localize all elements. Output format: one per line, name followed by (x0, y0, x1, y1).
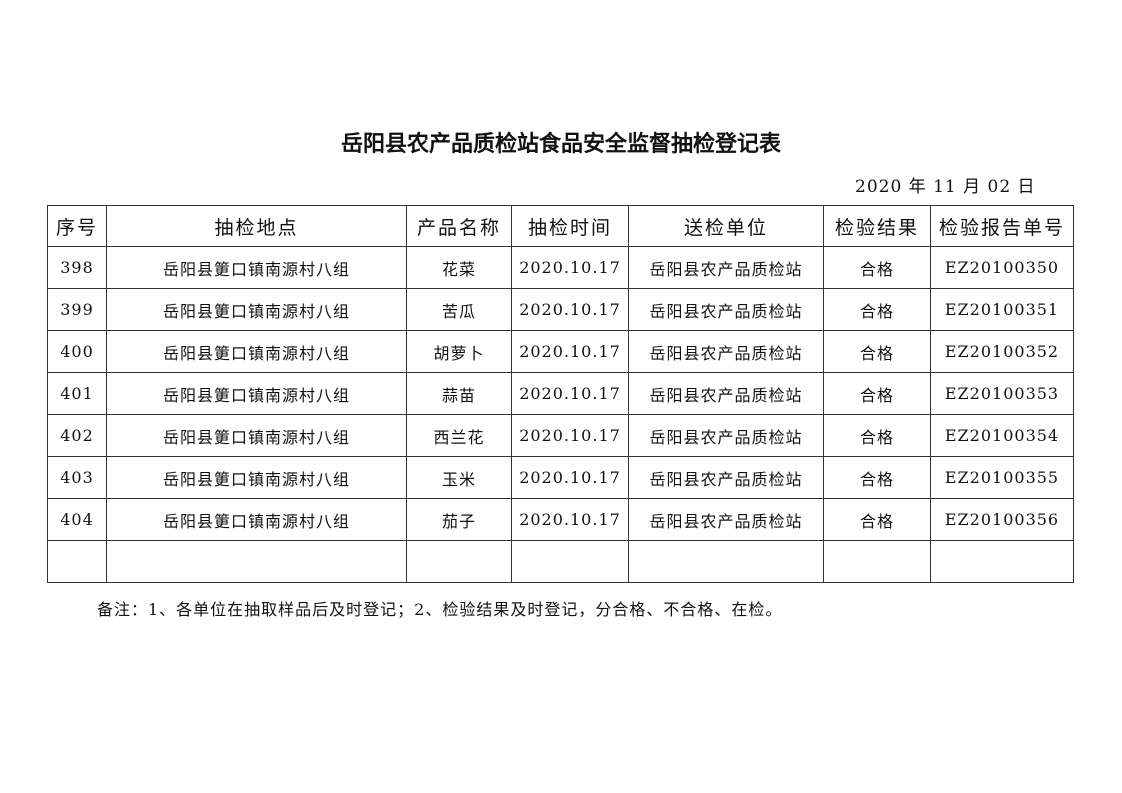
table-row: 401 岳阳县筻口镇南源村八组 蒜苗 2020.10.17 岳阳县农产品质检站 合格 EZ2… (47, 372, 1074, 415)
cell-sampling-date: 2020.10.17 (511, 498, 629, 541)
cell-serial-number: 401 (47, 372, 107, 415)
cell-sampling-location: 岳阳县筻口镇南源村八组 (106, 288, 407, 331)
cell-submitting-unit: 岳阳县农产品质检站 (628, 330, 824, 373)
cell-report-number: EZ20100350 (930, 246, 1074, 289)
cell-product-name: 西兰花 (406, 414, 512, 457)
table-row: 398 岳阳县筻口镇南源村八组 花菜 2020.10.17 岳阳县农产品质检站 合格 EZ2… (47, 246, 1074, 289)
cell-product-name: 玉米 (406, 456, 512, 499)
cell-sampling-location: 岳阳县筻口镇南源村八组 (106, 372, 407, 415)
cell-sampling-date: 2020.10.17 (511, 288, 629, 331)
header-sampling-location: 抽检地点 (106, 205, 407, 247)
cell-serial-number (47, 540, 107, 583)
table-row (47, 540, 1074, 583)
cell-submitting-unit: 岳阳县农产品质检站 (628, 414, 824, 457)
cell-sampling-date: 2020.10.17 (511, 372, 629, 415)
cell-inspection-result (823, 540, 931, 583)
cell-report-number: EZ20100355 (930, 456, 1074, 499)
cell-serial-number: 403 (47, 456, 107, 499)
header-serial-number: 序号 (47, 205, 107, 247)
cell-submitting-unit: 岳阳县农产品质检站 (628, 288, 824, 331)
header-submitting-unit: 送检单位 (628, 205, 824, 247)
table-row: 404 岳阳县筻口镇南源村八组 茄子 2020.10.17 岳阳县农产品质检站 合格 EZ2… (47, 498, 1074, 541)
cell-inspection-result: 合格 (823, 456, 931, 499)
cell-product-name: 花菜 (406, 246, 512, 289)
cell-product-name: 蒜苗 (406, 372, 512, 415)
cell-inspection-result: 合格 (823, 414, 931, 457)
cell-serial-number: 398 (47, 246, 107, 289)
cell-inspection-result: 合格 (823, 288, 931, 331)
cell-report-number: EZ20100351 (930, 288, 1074, 331)
cell-inspection-result: 合格 (823, 246, 931, 289)
cell-submitting-unit (628, 540, 824, 583)
page-title: 岳阳县农产品质检站食品安全监督抽检登记表 (340, 131, 781, 157)
cell-sampling-location (106, 540, 407, 583)
document-date: 2020 年 11 月 02 日 (855, 177, 1036, 197)
table-row: 402 岳阳县筻口镇南源村八组 西兰花 2020.10.17 岳阳县农产品质检站 合格 EZ… (47, 414, 1074, 457)
cell-serial-number: 402 (47, 414, 107, 457)
cell-submitting-unit: 岳阳县农产品质检站 (628, 456, 824, 499)
cell-inspection-result: 合格 (823, 372, 931, 415)
header-inspection-result: 检验结果 (823, 205, 931, 247)
cell-inspection-result: 合格 (823, 498, 931, 541)
header-sampling-date: 抽检时间 (511, 205, 629, 247)
cell-sampling-date: 2020.10.17 (511, 414, 629, 457)
table-row: 403 岳阳县筻口镇南源村八组 玉米 2020.10.17 岳阳县农产品质检站 合格 EZ2… (47, 456, 1074, 499)
cell-sampling-location: 岳阳县筻口镇南源村八组 (106, 414, 407, 457)
cell-sampling-location: 岳阳县筻口镇南源村八组 (106, 330, 407, 373)
cell-sampling-date: 2020.10.17 (511, 330, 629, 373)
table-row: 399 岳阳县筻口镇南源村八组 苦瓜 2020.10.17 岳阳县农产品质检站 合格 EZ2… (47, 288, 1074, 331)
cell-serial-number: 404 (47, 498, 107, 541)
cell-submitting-unit: 岳阳县农产品质检站 (628, 372, 824, 415)
header-report-number: 检验报告单号 (930, 205, 1074, 247)
table-header-row: 序号 抽检地点 产品名称 抽检时间 送检单位 检验结果 检验报告单号 (47, 205, 1074, 247)
cell-product-name (406, 540, 512, 583)
inspection-register-table: 序号 抽检地点 产品名称 抽检时间 送检单位 检验结果 检验报告单号 398 岳阳县筻口镇南源… (47, 205, 1074, 583)
cell-report-number: EZ20100356 (930, 498, 1074, 541)
cell-sampling-location: 岳阳县筻口镇南源村八组 (106, 498, 407, 541)
cell-sampling-date: 2020.10.17 (511, 246, 629, 289)
cell-serial-number: 400 (47, 330, 107, 373)
cell-report-number: EZ20100353 (930, 372, 1074, 415)
cell-product-name: 苦瓜 (406, 288, 512, 331)
table-row: 400 岳阳县筻口镇南源村八组 胡萝卜 2020.10.17 岳阳县农产品质检站 合格 EZ… (47, 330, 1074, 373)
cell-sampling-location: 岳阳县筻口镇南源村八组 (106, 456, 407, 499)
cell-sampling-date (511, 540, 629, 583)
cell-submitting-unit: 岳阳县农产品质检站 (628, 246, 824, 289)
cell-submitting-unit: 岳阳县农产品质检站 (628, 498, 824, 541)
cell-product-name: 胡萝卜 (406, 330, 512, 373)
cell-inspection-result: 合格 (823, 330, 931, 373)
cell-serial-number: 399 (47, 288, 107, 331)
cell-sampling-location: 岳阳县筻口镇南源村八组 (106, 246, 407, 289)
remarks-note: 备注：1、各单位在抽取样品后及时登记；2、检验结果及时登记，分合格、不合格、在检… (97, 600, 783, 619)
cell-report-number: EZ20100354 (930, 414, 1074, 457)
cell-sampling-date: 2020.10.17 (511, 456, 629, 499)
cell-report-number (930, 540, 1074, 583)
cell-report-number: EZ20100352 (930, 330, 1074, 373)
header-product-name: 产品名称 (406, 205, 512, 247)
cell-product-name: 茄子 (406, 498, 512, 541)
